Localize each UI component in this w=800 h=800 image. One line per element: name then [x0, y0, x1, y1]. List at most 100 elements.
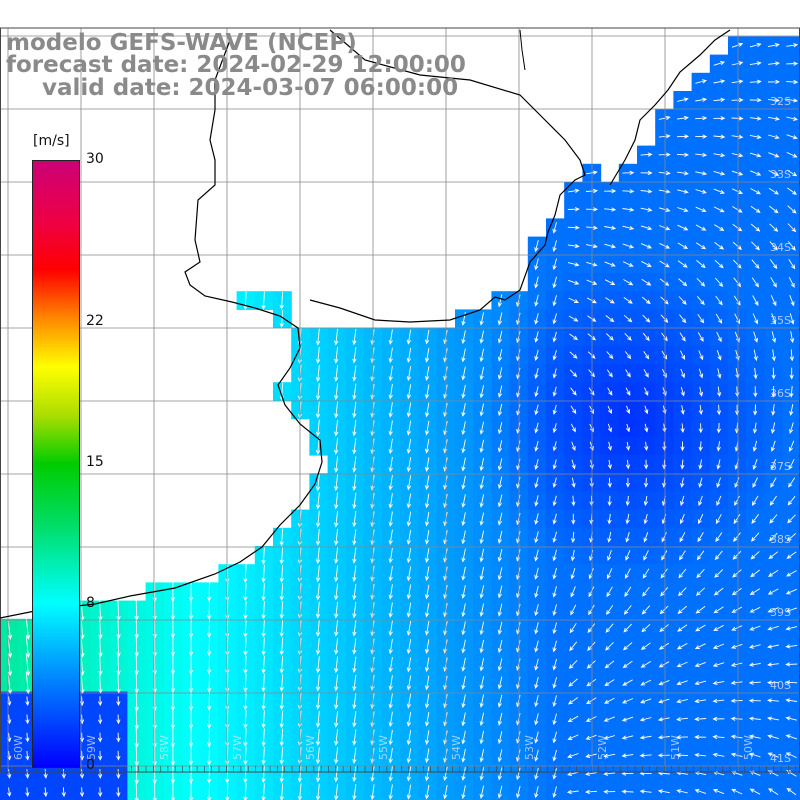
wind-arrow: [388, 602, 393, 618]
wind-arrow: [697, 332, 704, 342]
wind-arrow: [748, 680, 761, 685]
wind-arrow: [388, 693, 393, 709]
wind-arrow: [334, 565, 339, 583]
wind-arrow: [787, 495, 796, 506]
latitude-label: 34S: [770, 241, 791, 254]
field-cell: [764, 782, 784, 800]
wind-arrow: [621, 753, 634, 758]
wind-arrow: [79, 769, 85, 779]
wind-arrow: [98, 714, 103, 725]
wind-arrow: [607, 459, 612, 470]
wind-arrow: [679, 513, 685, 525]
wind-arrow: [497, 421, 503, 435]
wind-arrow: [406, 457, 412, 473]
wind-arrow: [334, 383, 339, 401]
wind-arrow: [622, 679, 633, 686]
wind-arrow: [676, 789, 688, 794]
wind-arrow: [786, 61, 799, 66]
wind-arrow: [479, 621, 485, 636]
wind-arrow: [675, 735, 689, 740]
colorbar-tick-label: 0: [86, 757, 95, 773]
wind-arrow: [61, 769, 66, 779]
wind-arrow: [568, 660, 578, 669]
wind-arrow: [607, 405, 612, 415]
wind-arrow: [424, 657, 430, 673]
wind-arrow: [607, 495, 612, 507]
wind-arrow: [279, 692, 284, 711]
wind-arrow: [479, 658, 485, 672]
wind-arrow: [622, 189, 635, 194]
field-cell: [782, 163, 800, 183]
wind-arrow: [621, 698, 634, 704]
wind-arrow: [788, 276, 795, 288]
map-title: modelo GEFS-WAVE (NCEP): [6, 30, 357, 56]
wind-arrow: [607, 477, 612, 488]
wind-arrow: [676, 134, 690, 139]
wind-arrow: [732, 569, 742, 578]
wind-arrow: [586, 261, 598, 267]
wind-arrow: [713, 188, 725, 194]
wind-arrow: [695, 79, 707, 84]
wind-arrow: [623, 623, 633, 633]
wind-arrow: [443, 785, 448, 800]
wind-arrow: [697, 314, 705, 324]
wind-arrow: [695, 115, 708, 121]
wind-arrow: [315, 583, 321, 601]
wind-arrow: [588, 586, 595, 598]
wind-arrow: [243, 782, 248, 800]
wind-arrow: [61, 787, 66, 798]
wind-arrow: [788, 440, 795, 452]
wind-arrow: [643, 350, 650, 360]
wind-arrow: [461, 639, 466, 654]
wind-arrow: [461, 348, 466, 363]
wind-arrow: [767, 625, 779, 631]
wind-arrow: [243, 764, 248, 784]
field-cell: [782, 291, 800, 310]
wind-arrow: [731, 188, 744, 194]
wind-arrow: [552, 222, 557, 234]
wind-arrow: [570, 387, 577, 396]
wind-arrow: [622, 225, 635, 231]
wind-arrow: [678, 587, 687, 597]
colorbar-tick-label: 8: [86, 595, 95, 612]
wind-arrow: [497, 567, 503, 581]
wind-arrow: [768, 134, 780, 140]
wind-arrow: [731, 606, 743, 613]
wind-arrow: [424, 329, 430, 345]
wind-arrow: [98, 750, 103, 761]
wind-arrow: [658, 642, 670, 650]
wind-arrow: [315, 692, 321, 710]
wind-arrow: [243, 655, 248, 675]
wind-arrow: [641, 296, 651, 305]
wind-arrow: [134, 654, 139, 676]
wind-arrow: [788, 458, 795, 470]
wind-arrow: [479, 476, 485, 490]
wind-arrow: [604, 660, 615, 669]
wind-arrow: [605, 297, 615, 304]
wind-arrow: [785, 607, 798, 613]
wind-arrow: [406, 529, 412, 545]
wind-arrow: [388, 511, 393, 527]
wind-arrow: [279, 583, 284, 601]
valid-date: valid date: 2024-03-07 06:00:00: [42, 75, 459, 101]
wind-arrow: [243, 673, 248, 693]
wind-arrow: [770, 422, 776, 434]
wind-arrow: [767, 98, 781, 103]
wind-arrow: [43, 769, 48, 779]
wind-arrow: [694, 716, 707, 722]
wind-arrow: [534, 294, 539, 307]
wind-arrow: [767, 607, 779, 613]
wind-arrow: [570, 423, 576, 433]
wind-arrow: [770, 459, 777, 470]
wind-arrow: [497, 621, 503, 635]
wind-arrow: [714, 242, 725, 250]
wind-arrow: [695, 189, 707, 194]
border-line: [519, 29, 526, 71]
wind-arrow: [731, 587, 742, 596]
wind-arrow: [605, 333, 614, 341]
wind-arrow: [461, 403, 466, 417]
wind-arrow: [661, 532, 667, 543]
field-cell: [746, 782, 765, 800]
wind-arrow: [388, 657, 393, 673]
wind-arrow: [261, 564, 266, 583]
